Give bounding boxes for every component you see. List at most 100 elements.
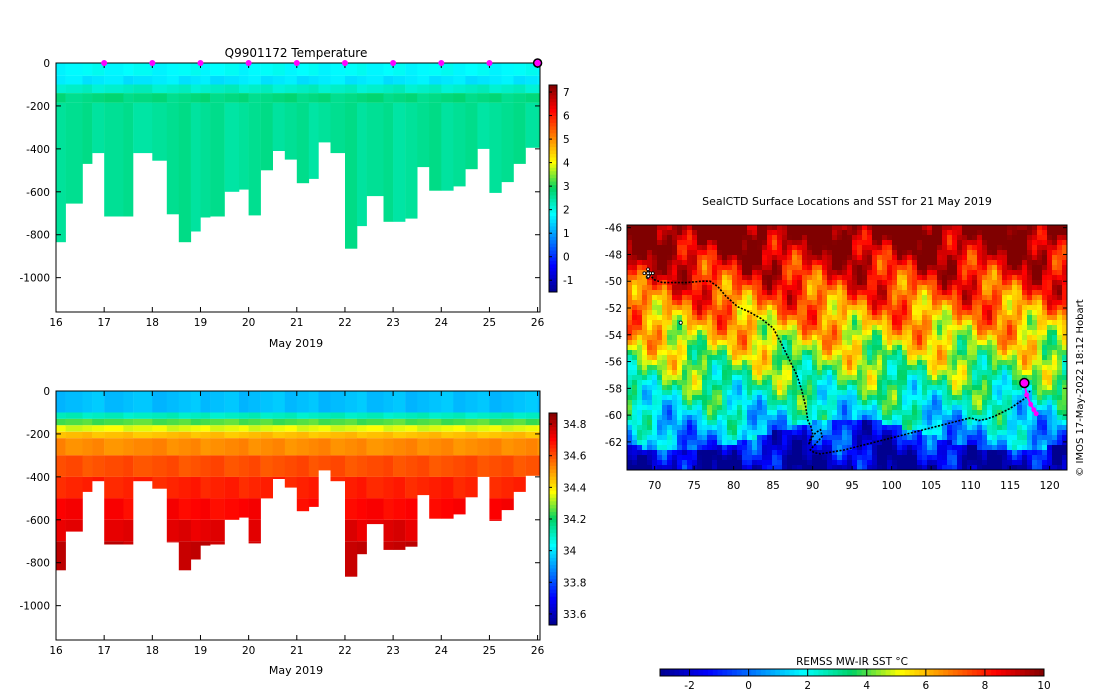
- sst-pixel: [827, 290, 833, 296]
- sst-pixel: [887, 305, 893, 311]
- sst-pixel: [767, 240, 773, 246]
- sst-pixel: [712, 310, 718, 316]
- sst-pixel: [857, 435, 863, 441]
- sst-pixel: [962, 250, 968, 256]
- sst-pixel: [967, 355, 973, 361]
- sst-pixel: [902, 375, 908, 381]
- sst-pixel: [937, 345, 943, 351]
- sst-pixel: [812, 260, 818, 266]
- sst-pixel: [717, 300, 723, 306]
- sst-pixel: [1062, 430, 1067, 436]
- sst-pixel: [662, 425, 668, 431]
- sst-pixel: [812, 230, 818, 236]
- sst-pixel: [862, 270, 868, 276]
- sst-pixel: [977, 330, 983, 336]
- sst-pixel: [902, 420, 908, 426]
- sst-pixel: [787, 310, 793, 316]
- sst-pixel: [737, 375, 743, 381]
- sst-pixel: [902, 400, 908, 406]
- sst-pixel: [757, 280, 763, 286]
- temperature-x-tick-label: 20: [242, 317, 255, 329]
- sst-pixel: [637, 290, 643, 296]
- sst-pixel: [1017, 360, 1023, 366]
- sst-pixel: [687, 420, 693, 426]
- sst-pixel: [887, 260, 893, 266]
- sst-pixel: [787, 345, 793, 351]
- sst-pixel: [1057, 415, 1063, 421]
- sst-pixel: [722, 350, 728, 356]
- sst-pixel: [957, 370, 963, 376]
- sst-pixel: [802, 255, 808, 261]
- sst-pixel: [1057, 425, 1063, 431]
- sst-pixel: [712, 355, 718, 361]
- sst-pixel: [872, 425, 878, 431]
- salinity-colorbar-band: [549, 522, 557, 527]
- temperature-profile-cell: [296, 93, 310, 103]
- sst-pixel: [947, 430, 953, 436]
- salinity-profile-cell: [441, 476, 454, 499]
- sst-pixel: [862, 370, 868, 376]
- sst-pixel: [687, 335, 693, 341]
- sst-pixel: [757, 245, 763, 251]
- salinity-profile-cell: [537, 391, 540, 413]
- sst-pixel: [972, 280, 978, 286]
- sst-pixel: [1057, 420, 1063, 426]
- sst-pixel: [687, 285, 693, 291]
- salinity-profile-cell: [133, 431, 153, 439]
- salinity-profile-cell: [56, 431, 66, 439]
- sst-pixel: [807, 365, 813, 371]
- temperature-profile-cell: [330, 75, 346, 85]
- sst-pixel: [862, 400, 868, 406]
- sst-pixel: [672, 335, 678, 341]
- sst-pixel: [962, 370, 968, 376]
- sst-pixel: [1057, 360, 1063, 366]
- sst-pixel: [637, 300, 643, 306]
- temperature-profile-cell: [166, 84, 180, 94]
- sst-pixel: [627, 335, 633, 341]
- sst-pixel: [947, 370, 953, 376]
- sst-pixel: [1012, 280, 1018, 286]
- sst-pixel: [862, 285, 868, 291]
- salinity-data-area: [56, 391, 540, 577]
- sst-pixel: [872, 310, 878, 316]
- salinity-profile-cell: [178, 498, 192, 520]
- sst-pixel: [707, 420, 713, 426]
- sst-pixel: [867, 455, 873, 461]
- sst-pixel: [667, 320, 673, 326]
- sst-pixel: [782, 385, 788, 391]
- sst-pixel: [727, 355, 733, 361]
- sst-pixel: [932, 345, 938, 351]
- sst-pixel: [652, 265, 658, 271]
- sst-pixel: [717, 270, 723, 276]
- sst-pixel: [912, 225, 918, 231]
- sst-pixel: [1047, 410, 1053, 416]
- sst-pixel: [817, 365, 823, 371]
- temperature-chart-title: Q9901172 Temperature: [225, 46, 368, 60]
- temperature-profile-cell: [200, 63, 211, 76]
- sst-pixel: [837, 365, 843, 371]
- sst-pixel: [817, 340, 823, 346]
- temperature-profile-cell: [248, 93, 261, 103]
- sst-pixel: [1002, 255, 1008, 261]
- temperature-profile-cell: [345, 93, 358, 103]
- sst-pixel: [792, 320, 798, 326]
- sst-pixel: [647, 350, 653, 356]
- sst-pixel: [737, 435, 743, 441]
- sst-pixel: [847, 300, 853, 306]
- sst-pixel: [662, 365, 668, 371]
- sst-pixel: [842, 250, 848, 256]
- salinity-profile-cell: [429, 425, 442, 432]
- sst-pixel: [627, 315, 633, 321]
- sst-pixel: [962, 345, 968, 351]
- sst-pixel: [827, 380, 833, 386]
- sst-pixel: [1047, 320, 1053, 326]
- temperature-profile-cell: [465, 63, 478, 76]
- sst-pixel: [832, 405, 838, 411]
- salinity-colorbar-band: [549, 614, 557, 619]
- salinity-profile-cell: [383, 498, 394, 520]
- salinity-profile-cell: [152, 418, 167, 426]
- sst-pixel: [877, 420, 883, 426]
- sst-pixel: [832, 360, 838, 366]
- sst-pixel: [717, 245, 723, 251]
- sst-pixel: [867, 310, 873, 316]
